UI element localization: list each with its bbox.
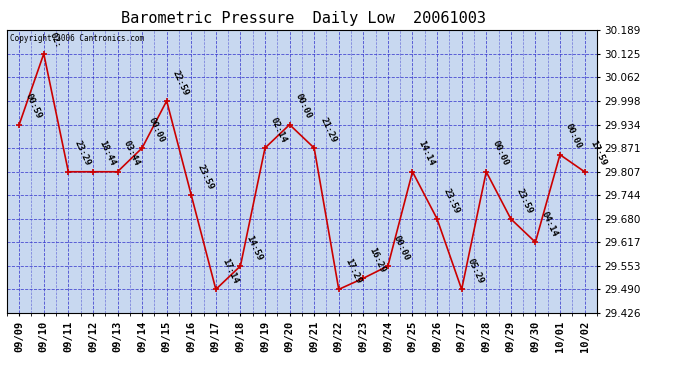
Text: 05:29: 05:29 (466, 257, 485, 285)
Text: 14:59: 14:59 (244, 234, 264, 262)
Text: 00:00: 00:00 (392, 234, 412, 262)
Text: 17:29: 17:29 (343, 257, 362, 285)
Text: 03:44: 03:44 (121, 140, 141, 168)
Text: 18:44: 18:44 (97, 140, 117, 168)
Text: 23:29: 23:29 (72, 140, 92, 168)
Text: 00:00: 00:00 (146, 116, 166, 144)
Text: 21:29: 21:29 (318, 116, 338, 144)
Text: 00:59: 00:59 (23, 92, 43, 120)
Text: 23:59: 23:59 (441, 186, 461, 215)
Text: 17:14: 17:14 (220, 257, 239, 285)
Text: 23:59: 23:59 (515, 186, 535, 215)
Text: 23:59: 23:59 (195, 163, 215, 191)
Text: 04:14: 04:14 (540, 210, 559, 238)
Text: 14:14: 14:14 (417, 140, 436, 168)
Text: 02:: 02: (48, 31, 63, 50)
Text: 22:59: 22:59 (171, 69, 190, 97)
Text: 00:00: 00:00 (294, 92, 313, 120)
Text: 02:14: 02:14 (269, 116, 288, 144)
Text: Barometric Pressure  Daily Low  20061003: Barometric Pressure Daily Low 20061003 (121, 11, 486, 26)
Text: Copyright 2006 Cantronics.com: Copyright 2006 Cantronics.com (10, 34, 144, 43)
Text: 17:59: 17:59 (589, 140, 609, 168)
Text: 00:00: 00:00 (491, 140, 510, 168)
Text: 00:00: 00:00 (564, 122, 584, 150)
Text: 16:29: 16:29 (368, 246, 387, 274)
